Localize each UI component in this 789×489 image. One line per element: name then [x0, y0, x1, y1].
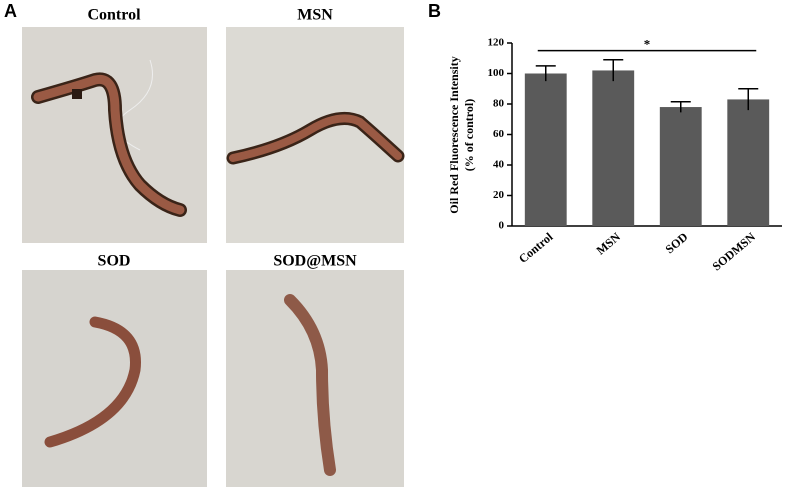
image-sod: [22, 270, 207, 487]
image-control: [22, 27, 207, 243]
y-axis-label: Oil Red Fluorescence Intensity: [447, 56, 461, 213]
error-bar: [603, 59, 624, 82]
image-caption: MSN: [297, 7, 333, 24]
panel-label: A: [4, 1, 17, 21]
x-tick-label: SODMSN: [710, 229, 759, 273]
y-tick-label: 40: [493, 159, 505, 171]
bar: [524, 73, 567, 226]
image-caption: Control: [87, 7, 141, 24]
image-caption: SOD@MSN: [273, 253, 357, 270]
error-bar: [670, 100, 691, 113]
y-tick-label: 60: [493, 128, 505, 140]
panel-label: B: [428, 1, 441, 21]
x-tick-label: MSN: [594, 229, 624, 257]
x-tick-label: SOD: [663, 229, 691, 256]
y-tick-label: 100: [488, 67, 505, 79]
bar: [592, 70, 635, 226]
x-tick-label: Control: [516, 229, 556, 266]
y-tick-label: 80: [493, 98, 505, 110]
y-tick-label: 0: [499, 220, 505, 232]
bar: [659, 107, 702, 226]
significance-mark: *: [644, 37, 651, 52]
image-caption: SOD: [98, 253, 131, 270]
y-tick-label: 120: [488, 37, 505, 49]
bar: [727, 99, 770, 226]
image-msn: [226, 27, 405, 243]
y-axis-label: (% of control): [462, 99, 476, 171]
error-bar: [738, 88, 759, 111]
image-sod-msn: [226, 270, 404, 487]
error-bar: [535, 65, 556, 82]
y-tick-label: 20: [493, 189, 505, 201]
